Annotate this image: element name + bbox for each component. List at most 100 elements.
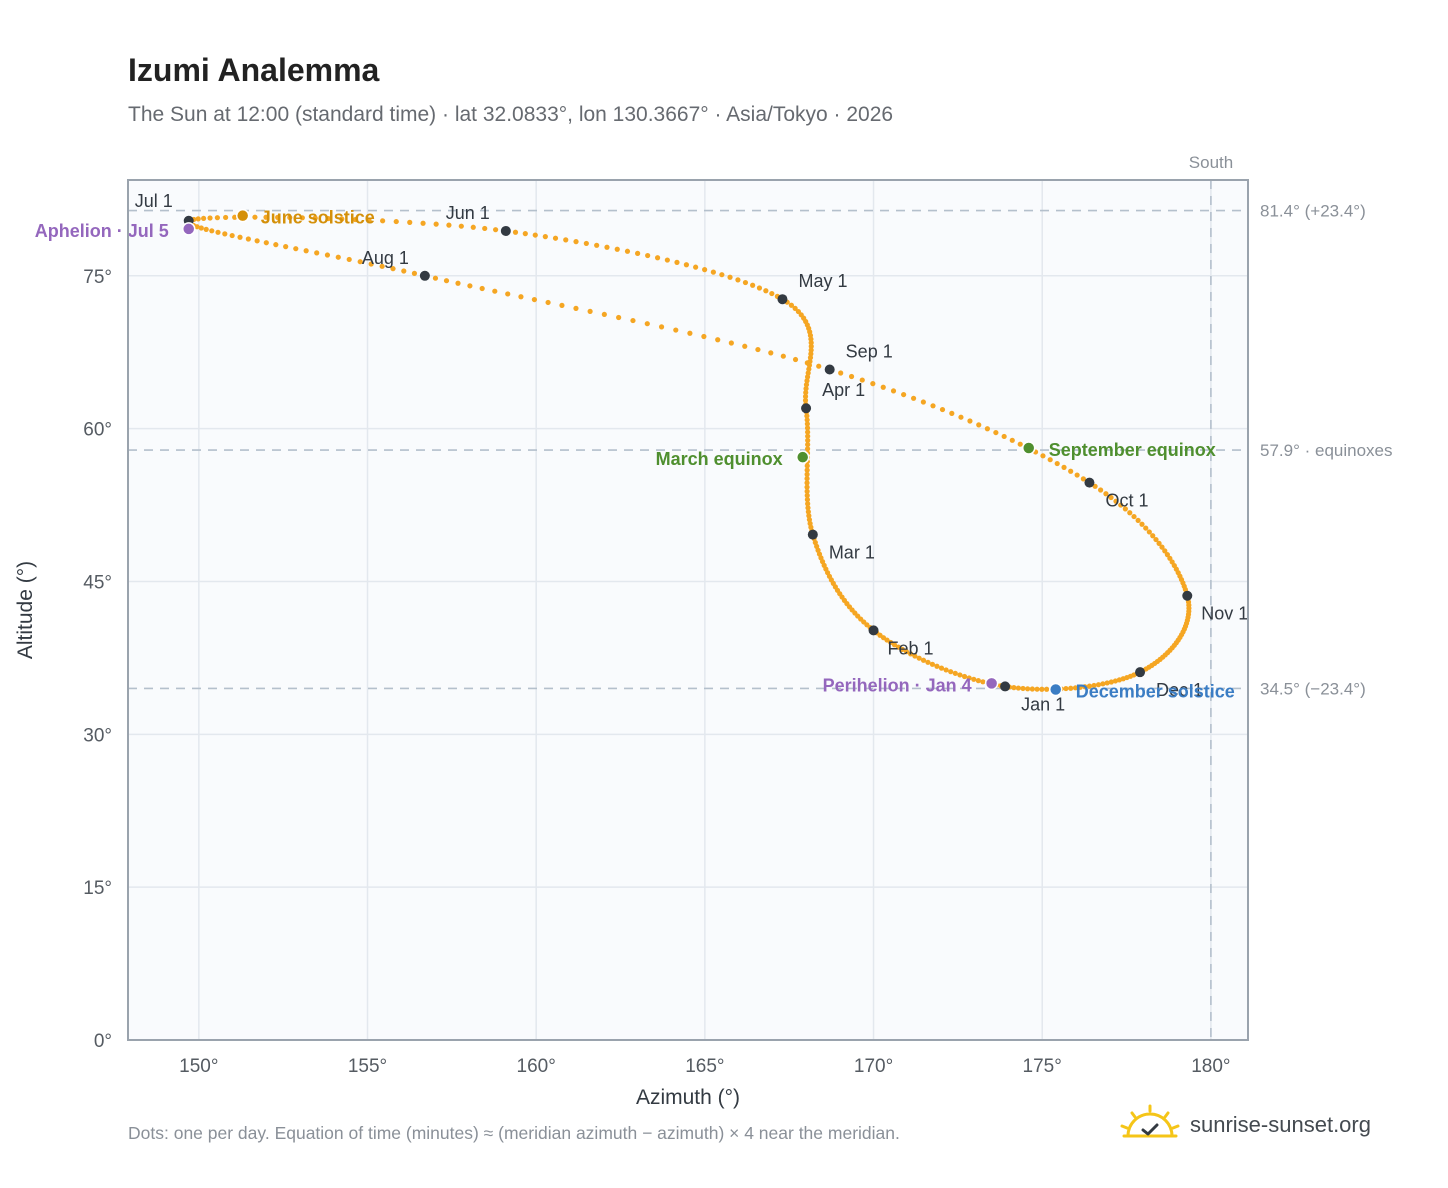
daily-sun-dot bbox=[542, 234, 548, 240]
month-marker-label: Jan 1 bbox=[1021, 694, 1065, 714]
daily-sun-dot bbox=[780, 353, 786, 359]
month-markers: Jan 1 Feb 1 Mar 1 Apr 1 May 1 Jun 1 Jul 1 Aug 1… bbox=[135, 191, 1249, 715]
daily-sun-dot bbox=[768, 350, 774, 356]
month-marker-dot bbox=[1182, 590, 1193, 601]
daily-sun-dot bbox=[1034, 686, 1040, 692]
daily-sun-dot bbox=[455, 280, 461, 286]
daily-sun-dot bbox=[910, 395, 917, 401]
daily-sun-dot bbox=[1080, 476, 1086, 482]
daily-sun-dot bbox=[645, 252, 651, 259]
y-axis-label: Altitude (°) bbox=[14, 561, 37, 659]
daily-sun-dot bbox=[303, 248, 309, 254]
daily-sun-dot bbox=[263, 214, 269, 220]
daily-sun-dot bbox=[1118, 502, 1124, 508]
event-marker-dot bbox=[181, 222, 196, 236]
daily-sun-dot bbox=[492, 227, 499, 233]
month-marker-label: Nov 1 bbox=[1201, 604, 1248, 624]
daily-sun-dot bbox=[683, 262, 690, 268]
daily-sun-dot bbox=[312, 215, 318, 221]
daily-sun-dot bbox=[532, 232, 538, 238]
daily-sun-dot bbox=[432, 275, 439, 281]
daily-sun-dot bbox=[512, 229, 519, 235]
daily-sun-dot bbox=[1100, 681, 1106, 687]
plot-background bbox=[128, 180, 1248, 1040]
daily-sun-dot bbox=[222, 231, 228, 237]
daily-sun-dot bbox=[816, 363, 822, 369]
daily-sun-dot bbox=[1047, 457, 1053, 463]
daily-sun-dot bbox=[804, 488, 810, 494]
y-tick-label: 45° bbox=[83, 572, 112, 593]
daily-sun-dot bbox=[194, 224, 200, 230]
daily-sun-dot bbox=[1159, 544, 1165, 550]
daily-sun-dot bbox=[949, 410, 955, 416]
daily-sun-dot bbox=[229, 232, 235, 239]
daily-sun-dot bbox=[1122, 506, 1128, 512]
daily-sun-dot bbox=[805, 501, 811, 507]
daily-sun-dot bbox=[443, 278, 450, 284]
daily-sun-dot bbox=[198, 225, 204, 231]
daily-sun-dot bbox=[616, 314, 622, 321]
daily-sun-dot bbox=[1103, 491, 1109, 497]
daily-sun-dot bbox=[283, 244, 289, 250]
brand-logo[interactable]: sunrise-sunset.org bbox=[1118, 1102, 1398, 1148]
daily-sun-dot bbox=[658, 324, 665, 330]
daily-sun-dot bbox=[1091, 682, 1097, 689]
daily-sun-dot bbox=[630, 317, 636, 324]
daily-sun-dot bbox=[563, 237, 569, 243]
daily-sun-dot bbox=[880, 384, 886, 390]
y-tick-label: 30° bbox=[83, 725, 112, 746]
daily-sun-dot bbox=[975, 678, 981, 684]
event-markers: June solstice December solstice March equi… bbox=[35, 208, 1235, 702]
month-marker-dot bbox=[868, 625, 879, 636]
x-axis-label: Azimuth (°) bbox=[636, 1086, 740, 1109]
daily-sun-dot bbox=[1077, 684, 1083, 690]
daily-sun-dot bbox=[920, 399, 926, 405]
daily-sun-dot bbox=[755, 346, 761, 353]
daily-sun-dot bbox=[804, 425, 811, 431]
daily-sun-dot bbox=[807, 355, 814, 361]
daily-sun-dot bbox=[912, 653, 918, 659]
month-marker-label: Sep 1 bbox=[846, 342, 893, 362]
reference-line-label: 57.9° · equinoxes bbox=[1260, 441, 1393, 460]
daily-sun-dot bbox=[808, 351, 814, 357]
daily-sun-dot bbox=[458, 223, 464, 229]
daily-sun-dot bbox=[314, 250, 320, 256]
daily-sun-dot bbox=[1072, 685, 1079, 691]
daily-sun-dot bbox=[792, 356, 799, 363]
daily-sun-dot bbox=[805, 505, 811, 511]
daily-sun-dot bbox=[929, 661, 936, 667]
daily-sun-dot bbox=[961, 673, 968, 680]
daily-sun-dot bbox=[1150, 533, 1156, 539]
event-marker-label: Perihelion · Jan 4 bbox=[823, 675, 972, 695]
daily-sun-dot bbox=[433, 221, 439, 227]
daily-sun-dot bbox=[531, 296, 538, 303]
daily-sun-dot bbox=[559, 302, 565, 309]
month-marker-label: Dec 1 bbox=[1156, 680, 1203, 700]
daily-sun-dot bbox=[470, 224, 476, 230]
daily-sun-dot bbox=[742, 343, 748, 349]
daily-sun-dot bbox=[545, 299, 551, 306]
daily-sun-dot bbox=[993, 429, 999, 436]
daily-sun-dot bbox=[479, 285, 485, 292]
daily-sun-dot bbox=[980, 679, 986, 685]
y-tick-label: 0° bbox=[94, 1031, 112, 1052]
daily-sun-dot bbox=[1011, 685, 1017, 691]
daily-sun-dot bbox=[1082, 684, 1088, 690]
daily-sun-dot bbox=[805, 441, 811, 448]
x-tick-label: 175° bbox=[1023, 1056, 1062, 1077]
daily-sun-dot bbox=[804, 467, 810, 473]
daily-sun-dot bbox=[952, 670, 958, 676]
daily-sun-dot bbox=[735, 277, 741, 283]
daily-sun-dot bbox=[215, 229, 221, 235]
daily-sun-dot bbox=[299, 215, 305, 221]
daily-sun-dot bbox=[908, 651, 914, 657]
daily-sun-dot bbox=[804, 492, 810, 499]
daily-sun-dot bbox=[802, 393, 809, 400]
daily-sun-dot bbox=[920, 657, 927, 663]
x-tick-label: 180° bbox=[1191, 1056, 1230, 1077]
daily-sun-dot bbox=[587, 308, 593, 314]
daily-sun-dot bbox=[804, 446, 811, 452]
daily-sun-dot bbox=[808, 347, 814, 353]
daily-sun-dot bbox=[273, 242, 279, 248]
daily-sun-dot bbox=[1017, 441, 1023, 447]
